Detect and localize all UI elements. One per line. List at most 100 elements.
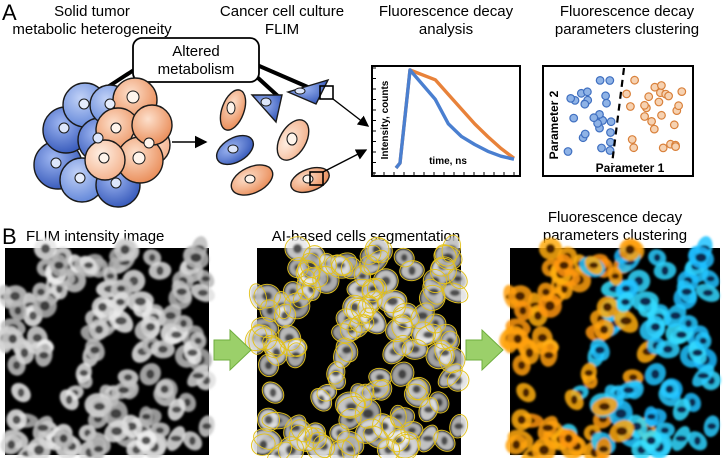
microscopy-cell-nucleus (631, 422, 642, 431)
segmentation-outline (331, 323, 358, 344)
roi-markers (309, 85, 370, 186)
scatter-point-blue (580, 129, 590, 139)
microscopy-cell-nucleus (165, 311, 176, 320)
microscopy-cell-nucleus (665, 385, 674, 394)
segmentation-outline (283, 292, 311, 320)
microscopy-cell-nucleus (90, 346, 100, 354)
microscopy-cell-nucleus (393, 413, 403, 420)
green-arrow-1 (213, 328, 252, 372)
segmentation-outline (372, 268, 399, 294)
microscopy-cell-nucleus (336, 262, 346, 269)
segmentation-outline (434, 339, 455, 366)
microscopy-cell-nucleus (192, 372, 204, 379)
microscopy-cell-nucleus (538, 445, 550, 455)
segmentation-outline (441, 234, 461, 263)
scatter-point-blue (569, 113, 579, 123)
scatter-point-orange (644, 92, 654, 102)
segmentation-outline (432, 323, 458, 350)
microscopy-cell-nucleus (183, 398, 191, 407)
decay-xlabel: time, ns (429, 156, 467, 167)
microscopy-cell-nucleus (187, 349, 198, 357)
segmentation-outline (326, 361, 346, 385)
microscopy-cell-nucleus (370, 386, 381, 394)
microscopy-cell-nucleus (197, 289, 209, 297)
scatter-point-orange (649, 124, 659, 134)
microscopy-cell-nucleus (670, 311, 681, 320)
microscopy-cell-nucleus (623, 386, 634, 394)
scatter-point-orange (622, 89, 631, 99)
microscopy-cell-nucleus (685, 319, 692, 328)
microscopy-cell-nucleus (628, 374, 638, 381)
microscopy-cell-nucleus (602, 302, 612, 312)
microscopy-cell-nucleus (115, 316, 127, 325)
microscopy-cell-nucleus (398, 369, 407, 380)
segmentation-outline (429, 257, 457, 284)
microscopy-cell-nucleus (517, 361, 526, 370)
microscopy-cell-nucleus (32, 333, 43, 342)
segmentation-outline (354, 418, 383, 444)
segmentation-outline (340, 256, 362, 280)
microscopy-cell-nucleus (106, 273, 115, 280)
segmentation-outline (424, 313, 447, 334)
microscopy-cell-nucleus (651, 369, 660, 380)
scatter-point-blue (601, 91, 610, 101)
microscopy-cell-nucleus (342, 346, 352, 354)
decay-plot: Intensity, counts time, ns (371, 65, 521, 177)
microscopy-cell-nucleus (423, 406, 434, 413)
segmentation-outline (433, 429, 456, 452)
microscopy-cell-nucleus (123, 374, 133, 381)
microscopy-cell-nucleus (148, 253, 156, 262)
scatter-ylabel: Parameter 2 (547, 90, 561, 159)
segmentation-outline (329, 439, 355, 458)
microscopy-cell-nucleus (598, 415, 608, 423)
microscopy-cell-nucleus (201, 275, 210, 282)
segmentation-outline (363, 249, 389, 275)
panel-a-letter: A (2, 0, 17, 25)
microscopy-cell-nucleus (646, 436, 656, 445)
scatter-point-orange (640, 100, 649, 110)
segmentation-outline (261, 381, 285, 404)
segmentation-outline (350, 383, 373, 409)
microscopy-cell-nucleus (145, 322, 156, 331)
segmentation-outline (364, 236, 390, 263)
decay-series-2 (394, 68, 515, 170)
microscopy-cell-nucleus (537, 333, 548, 342)
microscopy-cell-nucleus (522, 388, 530, 398)
segmentation-outline (283, 414, 307, 442)
microscopy-cell-nucleus (116, 285, 126, 292)
segmentation-outline (391, 314, 414, 340)
segmentation-outline (341, 436, 360, 458)
microscopy-cell-nucleus (194, 337, 202, 345)
segmentation-outline (262, 334, 286, 356)
segmentation-outline (251, 317, 280, 338)
microscopy-cell-nucleus (39, 300, 50, 311)
microscopy-cell-nucleus (400, 253, 408, 262)
segmentation-outline (337, 395, 366, 418)
microscopy-cell-nucleus (697, 372, 709, 379)
scatter-plot: Parameter 2 Parameter 1 (542, 65, 694, 177)
microscopy-cell-nucleus (367, 316, 379, 325)
segmentation-outline (335, 391, 366, 419)
microscopy-cell-nucleus (65, 395, 73, 405)
segmentation-outline (290, 419, 313, 443)
scatter-point-blue (605, 76, 615, 85)
heading-segmentation: AI-based cells segmentation (272, 228, 460, 245)
microscopy-cell-nucleus (266, 306, 274, 315)
microscopy-cell-nucleus (660, 427, 670, 434)
microscopy-cell-nucleus (517, 415, 526, 425)
heading-decay-line1: Fluorescence decay (379, 3, 514, 20)
microscopy-cell-nucleus (10, 291, 21, 301)
segmentation-outline (393, 434, 420, 458)
microscopy-cell-nucleus (444, 372, 457, 379)
segmentation-outline (405, 378, 428, 401)
segmentation-outline (277, 324, 302, 351)
segmentation-outline (438, 346, 466, 374)
microscopy-cell-nucleus (676, 406, 687, 413)
microscopy-cell-nucleus (621, 285, 631, 292)
microscopy-cell-nucleus (262, 291, 273, 301)
decay-ylabel: Intensity, counts (380, 80, 391, 159)
segmentation-outline (422, 269, 448, 293)
segmentation-outline (263, 337, 285, 359)
segmentation-outline (399, 260, 425, 282)
microscopy-cell-nucleus (676, 331, 687, 339)
